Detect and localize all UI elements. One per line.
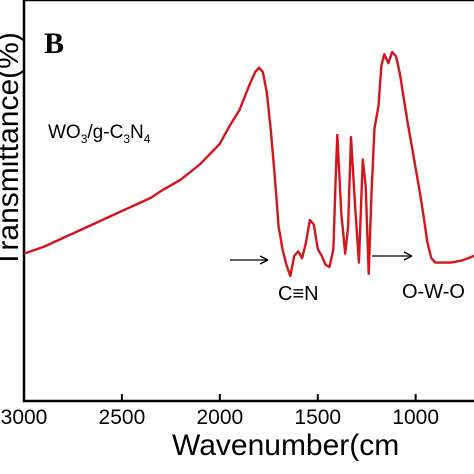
series-layer [23,50,474,278]
x-axis: 3000 2500 2000 1500 1000 [1,394,439,429]
series-line-0 [23,50,474,278]
plot-area: B WO3/g-C3N4 [22,0,474,403]
plot-frame [22,0,474,403]
annotation-arrowhead [403,251,413,261]
annotation-label: C≡N [278,283,319,305]
x-tick-label: 1500 [294,406,341,429]
panel-label: B [44,27,64,60]
x-tick-label: 2000 [196,406,243,429]
series-label: WO3/g-C3N4 [48,122,151,146]
annotation-arrowhead [259,255,269,265]
annotation-label: O-W-O [402,281,465,303]
x-axis-title: Wavenumber(cm [172,429,399,462]
x-tick-label: 3000 [1,406,48,429]
x-tick-label: 1000 [392,406,439,429]
y-axis-title: Transmittance(%) [0,32,25,268]
x-tick-label: 2500 [99,406,146,429]
annotations: C≡N O-W-O [230,251,465,305]
